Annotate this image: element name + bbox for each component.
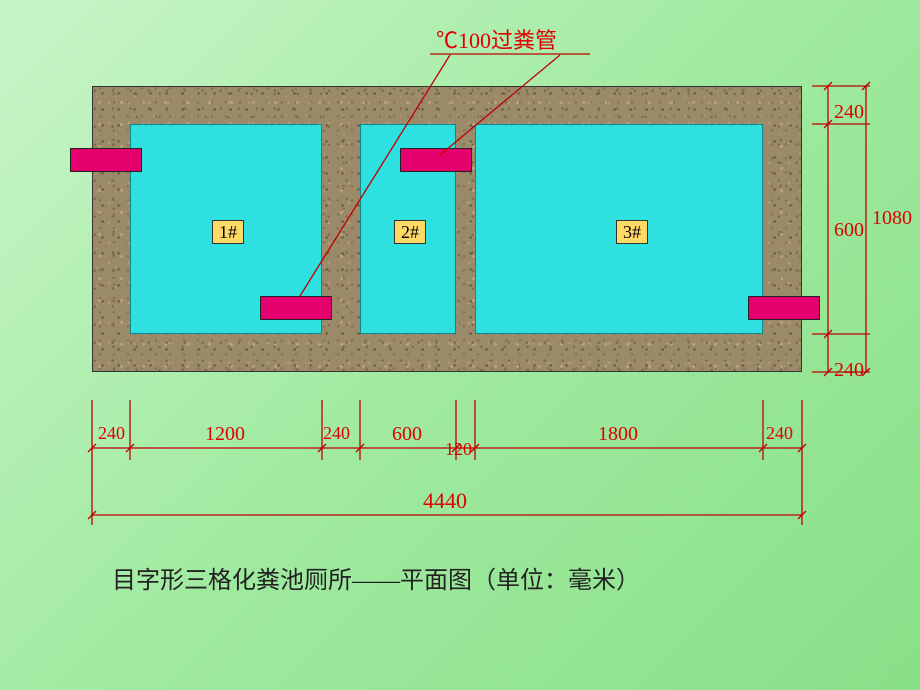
dim-h-600: 600: [392, 424, 422, 444]
dim-h-120: 120: [445, 440, 472, 458]
dim-h-240c: 240: [766, 424, 793, 442]
chamber-3-label: 3#: [616, 220, 648, 244]
diagram-stage: ℃100过粪管 1# 2# 3# 240 1200 240 600 120 18…: [0, 0, 920, 690]
pipe-outlet: [748, 296, 820, 320]
dim-v-240top: 240: [834, 102, 864, 122]
dim-h-1200: 1200: [205, 424, 245, 444]
dim-h-240b: 240: [323, 424, 350, 442]
chamber-1-label: 1#: [212, 220, 244, 244]
diagram-caption: 目字形三格化粪池厕所——平面图（单位：毫米）: [112, 560, 640, 595]
chamber-2-label: 2#: [394, 220, 426, 244]
pipe-label: ℃100过粪管: [436, 30, 557, 52]
pipe-inlet: [70, 148, 142, 172]
dim-h-240a: 240: [98, 424, 125, 442]
dim-h-4440: 4440: [423, 490, 467, 512]
dim-h-1800: 1800: [598, 424, 638, 444]
dim-v-240bot: 240: [834, 360, 864, 380]
dim-v-1080: 1080: [872, 208, 912, 228]
pipe-1-to-2: [260, 296, 332, 320]
dim-v-600: 600: [834, 220, 864, 240]
pipe-2-to-3: [400, 148, 472, 172]
